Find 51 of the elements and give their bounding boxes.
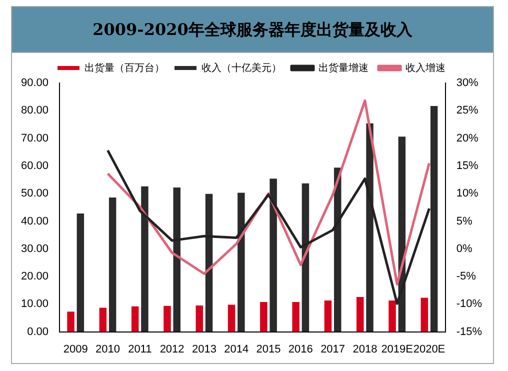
bar: [420, 298, 428, 332]
bar: [292, 302, 300, 332]
y-tick-label: 60.00: [20, 160, 49, 172]
y-tick-label: 80.00: [20, 104, 49, 117]
y-tick-label: 30.00: [20, 242, 49, 255]
legend-label: 收入（十亿美元）: [202, 62, 282, 74]
y-tick-label: 70.00: [20, 132, 49, 144]
x-tick-label: 2016: [288, 343, 313, 356]
x-tick-label: 2014: [224, 343, 249, 356]
bar: [324, 300, 332, 332]
x-tick-label: 2012: [160, 343, 184, 356]
y2-tick-label: 15%: [456, 160, 479, 172]
x-tick-label: 2015: [256, 343, 281, 356]
y-tick-label: 20.00: [20, 270, 49, 283]
y-tick-label: 10.00: [20, 298, 49, 310]
bar: [67, 312, 74, 332]
y-tick-label: 50.00: [20, 188, 49, 200]
y2-tick-label: -5%: [456, 270, 476, 283]
bar: [356, 296, 364, 332]
y2-tick-label: 25%: [456, 104, 479, 117]
chart-title: 2009-2020年全球服务器年度出货量及收入: [12, 7, 493, 53]
x-tick-label: 2017: [320, 343, 346, 356]
y-tick-label: 90.00: [20, 77, 49, 90]
x-tick-label: 2019E: [381, 343, 414, 356]
bar: [260, 302, 268, 332]
y-tick-label: 40.00: [20, 215, 49, 228]
x-tick-label: 2013: [192, 343, 216, 356]
x-tick-label: 2011: [128, 343, 152, 356]
bar: [131, 306, 139, 332]
bar: [228, 304, 236, 332]
x-tick-label: 2009: [63, 343, 88, 356]
legend-label: 出货量（百万台）: [84, 62, 164, 74]
y2-tick-label: 0%: [456, 242, 472, 255]
bar: [388, 300, 396, 332]
y-tick-label: 0.00: [27, 326, 49, 338]
x-tick-label: 2018: [352, 343, 378, 356]
bar: [99, 308, 107, 332]
x-tick-label: 2010: [96, 343, 120, 356]
legend-label: 出货量增速: [318, 62, 368, 74]
y2-tick-label: -15%: [456, 326, 482, 338]
y2-tick-label: 30%: [456, 77, 479, 90]
y2-tick-label: -10%: [456, 298, 482, 310]
bar: [164, 306, 171, 332]
bar: [108, 197, 116, 332]
legend-label: 收入增速: [406, 62, 446, 74]
x-tick-label: 2020E: [413, 343, 446, 356]
bar: [196, 306, 203, 332]
y2-tick-label: 20%: [456, 132, 479, 144]
bar: [76, 213, 84, 332]
y2-tick-label: 5%: [456, 215, 472, 228]
y2-tick-label: 10%: [456, 188, 479, 200]
